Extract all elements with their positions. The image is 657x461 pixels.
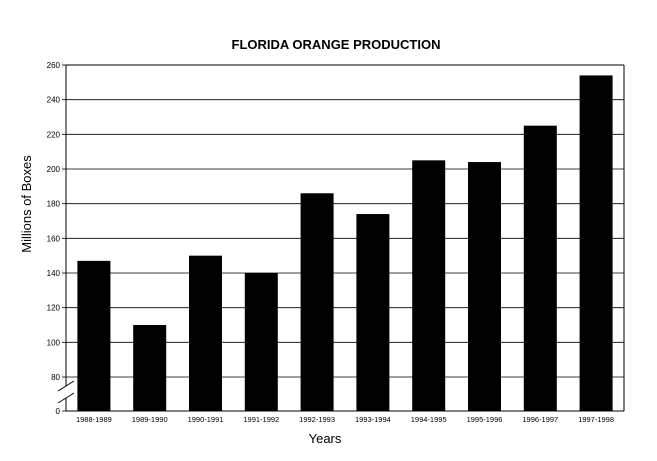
y-tick-label: 0	[56, 407, 61, 416]
axes-group	[57, 64, 625, 412]
bar	[579, 75, 613, 412]
bar	[412, 160, 446, 411]
y-tick-label: 140	[47, 269, 61, 278]
bar	[356, 214, 390, 411]
y-tick-label: 180	[47, 200, 61, 209]
bar	[300, 193, 334, 411]
y-tick-label: 200	[47, 165, 61, 174]
x-tick-label: 1996-1997	[522, 415, 558, 424]
x-tick-label: 1995-1996	[467, 415, 503, 424]
bar	[189, 255, 222, 411]
x-tick-label: 1994-1995	[411, 415, 447, 424]
bar	[133, 325, 167, 411]
bar	[244, 273, 278, 411]
y-axis-label: Millions of Boxes	[19, 155, 34, 253]
x-axis-label: Years	[309, 431, 342, 446]
axis-break-mark	[57, 392, 75, 404]
x-tick-label: 1991-1992	[243, 415, 279, 424]
x-tick-labels: 1988-1989 1989-1990 1990-1991 1991-1992 1992…	[76, 415, 614, 424]
y-tick-label: 80	[51, 373, 60, 382]
y-tick-label: 120	[47, 304, 61, 313]
y-tick-labels: 0 80 100 120 140 160 180 200 220 240 260	[47, 61, 61, 416]
y-tick-label: 160	[47, 234, 61, 243]
x-tick-label: 1992-1993	[299, 415, 335, 424]
y-tick-label: 260	[47, 61, 61, 70]
bar	[468, 162, 501, 411]
x-tick-label: 1989-1990	[132, 415, 168, 424]
x-tick-label: 1990-1991	[188, 415, 224, 424]
x-tick-label: 1988-1989	[76, 415, 112, 424]
axis-break-mark	[57, 380, 75, 392]
bars-group	[77, 75, 613, 412]
bar	[523, 125, 557, 412]
y-tick-label: 100	[47, 338, 61, 347]
x-tick-label: 1997-1998	[578, 415, 614, 424]
x-tick-label: 1993-1994	[355, 415, 391, 424]
chart-title: FLORIDA ORANGE PRODUCTION	[232, 37, 441, 52]
y-tick-label: 240	[47, 96, 61, 105]
y-tick-label: 220	[47, 130, 61, 139]
bar	[77, 260, 111, 411]
